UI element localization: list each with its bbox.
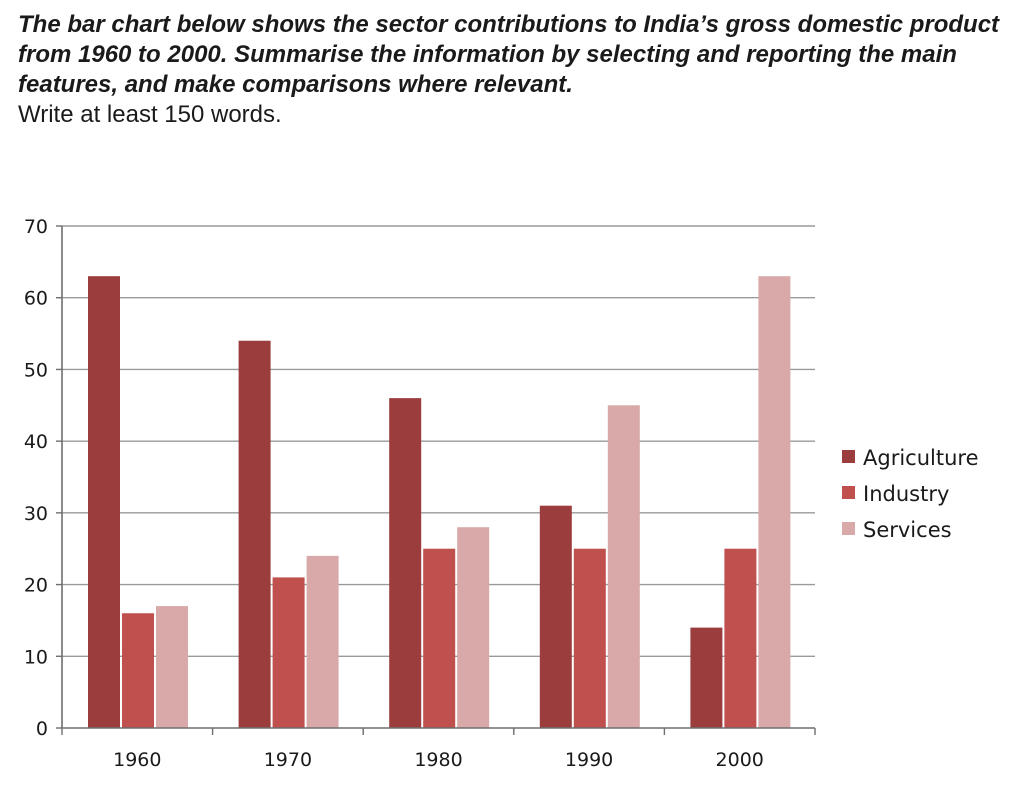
legend-swatch-industry [842,486,855,499]
y-tick-label: 20 [24,575,48,597]
x-tick-label: 1970 [264,749,312,771]
bar-industry-1990 [573,548,606,728]
y-tick-label: 10 [24,646,48,668]
y-tick-label: 30 [24,503,48,525]
x-tick-label: 2000 [716,749,764,771]
y-tick-label: 70 [24,216,48,238]
bar-agriculture-1990 [539,505,572,728]
bar-services-1960 [156,606,188,728]
x-tick-label: 1960 [113,749,161,771]
y-tick-label: 50 [24,359,48,381]
bar-industry-1970 [272,577,305,728]
legend-label-industry: Industry [863,482,949,506]
word-count-instruction: Write at least 150 words. [18,101,282,128]
bar-industry-2000 [724,548,757,728]
y-tick-label: 0 [36,718,48,740]
legend-swatch-services [842,522,855,535]
bar-agriculture-1970 [238,340,271,728]
x-tick-label: 1980 [414,749,462,771]
bar-agriculture-1980 [389,398,422,728]
legend-label-agriculture: Agriculture [863,446,979,470]
bar-industry-1980 [423,548,456,728]
bar-services-2000 [758,276,791,728]
bar-industry-1960 [122,613,154,728]
bar-services-1980 [457,527,490,728]
task-description: The bar chart below shows the sector con… [18,11,1000,98]
bar-services-1970 [306,555,339,728]
bar-agriculture-2000 [690,627,723,728]
legend-swatch-agriculture [842,450,855,463]
task-prompt: The bar chart below shows the sector con… [18,10,1008,130]
y-tick-label: 40 [24,431,48,453]
y-tick-label: 60 [24,288,48,310]
bar-agriculture-1960 [88,276,120,728]
bar-services-1990 [607,405,640,728]
x-tick-label: 1990 [565,749,613,771]
legend-label-services: Services [863,518,952,542]
